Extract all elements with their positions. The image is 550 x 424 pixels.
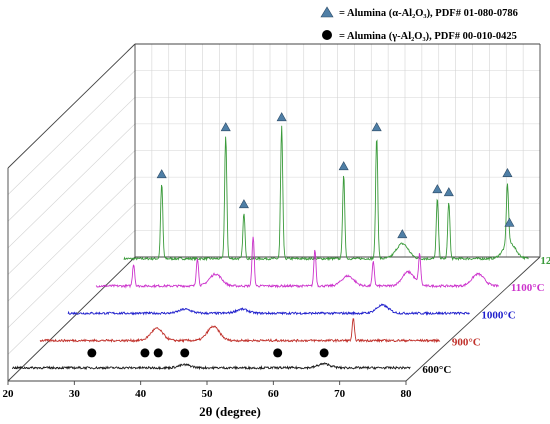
series-label-1000°C: 1000°C xyxy=(481,309,515,321)
alpha-peak-marker xyxy=(504,217,515,227)
legend: = Alumina (α-Al₂O₃), PDF# 01-080-0786 = … xyxy=(320,6,518,42)
x-tick-label: 60 xyxy=(268,388,280,400)
legend-item-alpha: = Alumina (α-Al₂O₃), PDF# 01-080-0786 xyxy=(320,6,518,19)
series-label-1100°C: 1100°C xyxy=(511,282,545,294)
x-tick-label: 30 xyxy=(69,388,81,400)
peak-markers xyxy=(87,112,515,358)
series-traces xyxy=(11,125,529,371)
alpha-peak-marker xyxy=(432,184,443,194)
trace-1000°C xyxy=(67,303,470,316)
x-axis: 20 30 40 50 60 70 80 xyxy=(3,381,413,400)
alpha-peak-marker xyxy=(338,161,349,171)
grid-line-side xyxy=(7,176,136,302)
right-floor-edge xyxy=(405,256,541,382)
plot-box xyxy=(7,43,541,382)
alpha-peak-marker xyxy=(220,122,231,132)
x-tick-label: 70 xyxy=(334,388,346,400)
trace-1100°C xyxy=(95,236,500,289)
series-label-1200°C: 1200°C xyxy=(540,255,550,267)
left-top-edge xyxy=(7,43,136,169)
grid-line-side xyxy=(7,230,136,355)
series-label-600°C: 600°C xyxy=(422,364,451,376)
x-tick-label: 40 xyxy=(135,388,147,400)
gamma-peak-marker xyxy=(153,348,163,358)
legend-circle-icon xyxy=(322,30,332,40)
trace-1200°C xyxy=(123,125,529,262)
legend-label-alpha: = Alumina (α-Al₂O₃), PDF# 01-080-0786 xyxy=(339,8,518,19)
gamma-peak-marker xyxy=(180,348,190,358)
legend-label-gamma: = Alumina (γ-Al₂O₃), PDF# 00-010-0425 xyxy=(339,31,517,42)
grid-line-side xyxy=(7,97,136,222)
gamma-peak-marker xyxy=(273,348,283,358)
grid-line-side xyxy=(7,70,136,195)
box-edges xyxy=(7,43,541,382)
grid-line-side xyxy=(7,203,136,328)
legend-item-gamma: = Alumina (γ-Al₂O₃), PDF# 00-010-0425 xyxy=(322,30,517,42)
series-label-900°C: 900°C xyxy=(452,337,481,349)
gamma-peak-marker xyxy=(140,348,150,358)
series-labels: 1200°C 1100°C 1000°C 900°C 600°C xyxy=(422,255,550,376)
x-axis-title: 2θ (degree) xyxy=(199,404,261,419)
x-tick-label: 80 xyxy=(401,388,413,400)
trace-900°C xyxy=(39,318,441,344)
alpha-peak-marker xyxy=(371,122,382,132)
grid-line-side xyxy=(7,150,136,275)
x-tick-label: 50 xyxy=(202,388,214,400)
alpha-peak-marker xyxy=(397,229,408,239)
left-floor-edge xyxy=(7,256,136,382)
x-tick-label: 20 xyxy=(3,388,15,400)
grid-line-side xyxy=(7,123,136,249)
alpha-peak-marker xyxy=(443,187,454,197)
gamma-peak-marker xyxy=(87,348,97,358)
gamma-peak-marker xyxy=(319,348,329,358)
alpha-peak-marker xyxy=(502,168,513,177)
legend-triangle-icon xyxy=(320,6,334,18)
trace-600°C xyxy=(11,362,411,371)
alpha-peak-marker xyxy=(276,112,287,122)
alpha-peak-marker xyxy=(238,199,249,209)
alpha-peak-marker xyxy=(156,169,167,179)
